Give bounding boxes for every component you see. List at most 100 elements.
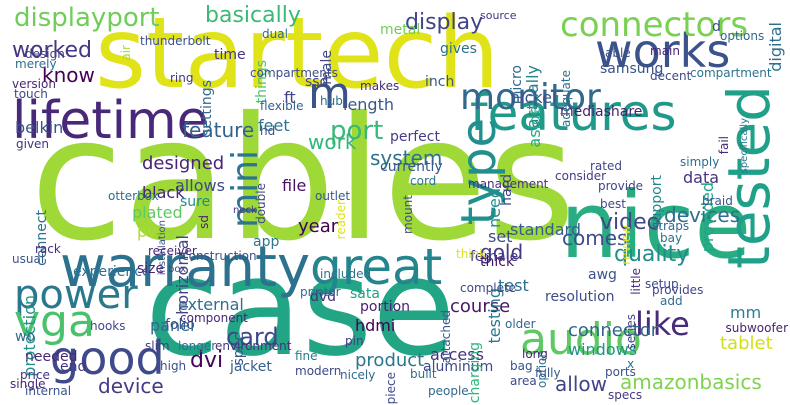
word-makes: makes: [360, 79, 400, 93]
word-pin: pin: [345, 334, 364, 348]
word-currently: currently: [380, 159, 443, 175]
word-design: design: [25, 47, 65, 61]
word-belkin: belkin: [15, 118, 64, 137]
word-older: older: [505, 317, 536, 331]
word-sd: sd: [197, 215, 211, 229]
word-people: people: [428, 384, 469, 398]
word-aluminum: aluminum: [423, 359, 494, 375]
word-provide: provide: [598, 179, 644, 193]
word-box: box: [168, 264, 187, 275]
word-included: included: [320, 267, 372, 281]
word-pvc: pvc: [137, 222, 166, 241]
word-charging: charging: [467, 341, 483, 403]
word-time: time: [214, 47, 246, 63]
word-vga: vga: [14, 296, 95, 347]
word-app: app: [253, 234, 280, 250]
word-tablet: tablet: [720, 333, 773, 354]
word-gold: gold: [480, 240, 524, 264]
word-inch: inch: [425, 74, 455, 90]
word-device: device: [98, 374, 164, 398]
word-outlet: outlet: [315, 189, 351, 203]
word-access: access: [430, 345, 484, 364]
word-settings: settings: [199, 80, 215, 136]
word-simply: simply: [680, 155, 720, 169]
word-nicely: nicely: [340, 368, 376, 382]
word-panel: panel: [150, 316, 195, 335]
word-longer: longer: [178, 339, 217, 353]
word-reader: reader: [334, 200, 348, 240]
word-female: female: [470, 249, 519, 265]
word-work: work: [308, 130, 357, 154]
word-complete: complete: [460, 281, 517, 295]
word-compartment: compartment: [690, 66, 772, 80]
word-jacket: jacket: [230, 359, 272, 375]
word-testing: testing: [485, 288, 504, 344]
word-usual: usual: [12, 252, 45, 266]
word-comes: comes: [562, 226, 628, 250]
word-startech: startech: [95, 0, 500, 111]
word-card: card: [226, 323, 279, 351]
word-dvi: dvi: [190, 348, 224, 373]
word-price: price: [20, 368, 50, 382]
word-quality: quality: [614, 242, 690, 267]
word-area: area: [510, 374, 537, 388]
word-feature: feature: [182, 118, 255, 142]
word-given: given: [16, 137, 50, 151]
word-connector: connector: [568, 320, 659, 341]
word-features: features: [470, 84, 677, 142]
word-dvd: dvd: [310, 289, 337, 305]
word-great: great: [310, 238, 443, 296]
word-devices: devices: [664, 203, 741, 227]
word-provided: provided: [698, 182, 717, 253]
word-tested: tested: [715, 85, 783, 269]
word-file: file: [282, 176, 307, 195]
word-aside: aside: [525, 105, 544, 148]
word-best: best: [600, 197, 626, 211]
word-bag: bag: [510, 359, 533, 373]
word-mount: mount: [401, 195, 415, 234]
word-hooks: hooks: [90, 319, 126, 333]
word-double: double: [254, 183, 268, 224]
word-x: x: [627, 357, 635, 371]
word-decent: decent: [650, 69, 692, 83]
word-resolution: resolution: [545, 289, 615, 305]
word-course: course: [450, 296, 511, 317]
word-hd: hd: [260, 124, 276, 138]
word-mediashare: mediashare: [560, 104, 643, 120]
word-samsung: samsung: [600, 61, 664, 77]
word-worked: worked: [12, 38, 92, 63]
word-wo: wo: [15, 329, 36, 345]
word-gives: gives: [440, 41, 477, 57]
word-flexible: flexible: [260, 99, 304, 113]
word-ports: ports: [605, 365, 636, 379]
word-basically: basically: [205, 3, 301, 28]
word-digital: digital: [766, 22, 785, 72]
word-audio: audio: [520, 314, 642, 365]
word-cord: cord: [410, 174, 437, 188]
word-fully: fully: [535, 366, 561, 380]
word-source: source: [480, 9, 517, 22]
word-dual: dual: [262, 27, 288, 41]
word-port: port: [330, 116, 384, 146]
word-hdmi: hdmi: [355, 316, 396, 335]
word-d: d: [712, 19, 721, 35]
word-long: long: [522, 347, 548, 361]
word-metal: metal: [380, 22, 421, 38]
word-designed: designed: [142, 153, 225, 174]
word-external: external: [178, 295, 244, 314]
word-product: product: [355, 350, 425, 371]
word-printer: printer: [300, 285, 341, 299]
word-review: review: [619, 225, 633, 265]
word-display: display: [405, 10, 484, 35]
word-allows: allows: [175, 176, 225, 195]
word-good: good: [50, 331, 165, 385]
word-specs: specs: [608, 388, 643, 402]
word-able: able: [605, 46, 631, 60]
word-length: length: [343, 95, 394, 114]
word-sure: sure: [180, 194, 211, 210]
word-modern: modern: [295, 364, 342, 378]
word-system: system: [370, 146, 443, 170]
word-piece: piece: [384, 372, 398, 405]
word-micro: micro: [509, 65, 525, 105]
word-specifically: specifically: [739, 118, 750, 174]
